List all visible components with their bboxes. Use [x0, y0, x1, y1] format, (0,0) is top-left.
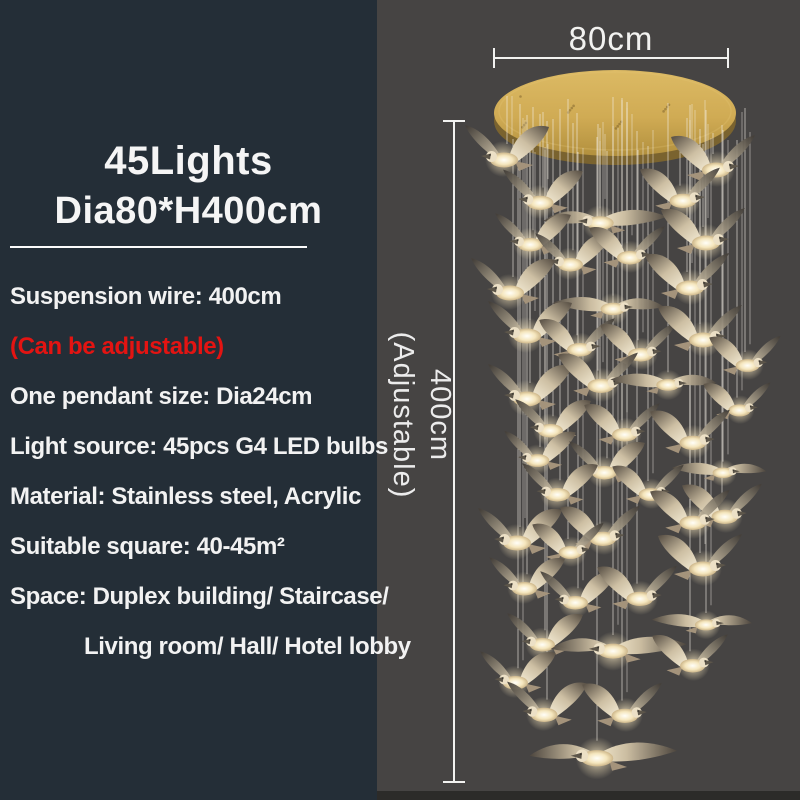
height-dimension-line: [453, 120, 455, 783]
spec-line-4: Material: Stainless steel, Acrylic: [10, 483, 362, 510]
spec-panel-background: [0, 0, 377, 800]
canopy-hole: [521, 126, 524, 129]
canopy-hole: [568, 108, 572, 112]
title-underline: [10, 246, 307, 248]
photo-bottom-edge: [377, 791, 800, 800]
diameter-dimension-label: 80cm: [568, 20, 654, 57]
spec-line-2: One pendant size: Dia24cm: [10, 383, 313, 410]
chandelier-photo: [465, 70, 781, 780]
bird-pendant: [610, 369, 717, 401]
bird-pendants: [465, 125, 781, 780]
canopy-hole: [614, 127, 618, 130]
spec-line-0: Suspension wire: 400cm: [10, 283, 282, 310]
canopy-hole: [616, 124, 619, 128]
product-title: 45Lights Dia80*H400cm: [0, 136, 377, 236]
title-line-dimensions: Dia80*H400cm: [54, 190, 323, 232]
spec-line-5: Suitable square: 40-45m²: [10, 533, 285, 560]
spec-line-3: Light source: 45pcs G4 LED bulbs: [10, 433, 388, 460]
title-line-lights-count: 45Lights: [104, 139, 273, 183]
bird-pendant: [651, 610, 752, 640]
canopy-hole: [572, 104, 575, 108]
canopy-hole: [522, 123, 526, 127]
spec-line-1: (Can be adjustable): [10, 333, 224, 360]
diameter-tick-left: [493, 48, 495, 68]
bird-pendant: [671, 459, 767, 487]
height-tick-bottom: [443, 781, 465, 783]
height-tick-top: [443, 120, 465, 122]
canopy-hole: [618, 122, 621, 126]
diameter-dimension-line: [493, 57, 729, 59]
height-note: (Adjustable): [387, 331, 419, 499]
spec-list: Suspension wire: 400cm (Can be adjustable…: [10, 272, 411, 672]
bird-pendant: [529, 737, 677, 780]
canopy-hole: [662, 110, 665, 113]
diameter-tick-right: [727, 48, 729, 68]
canopy-hole: [519, 95, 522, 98]
canopy-hole: [664, 107, 667, 111]
spec-line-6: Space: Duplex building/ Staircase/: [10, 583, 389, 610]
canopy-hole: [570, 106, 574, 110]
spec-line-7: Living room/ Hall/ Hotel lobby: [84, 633, 411, 660]
